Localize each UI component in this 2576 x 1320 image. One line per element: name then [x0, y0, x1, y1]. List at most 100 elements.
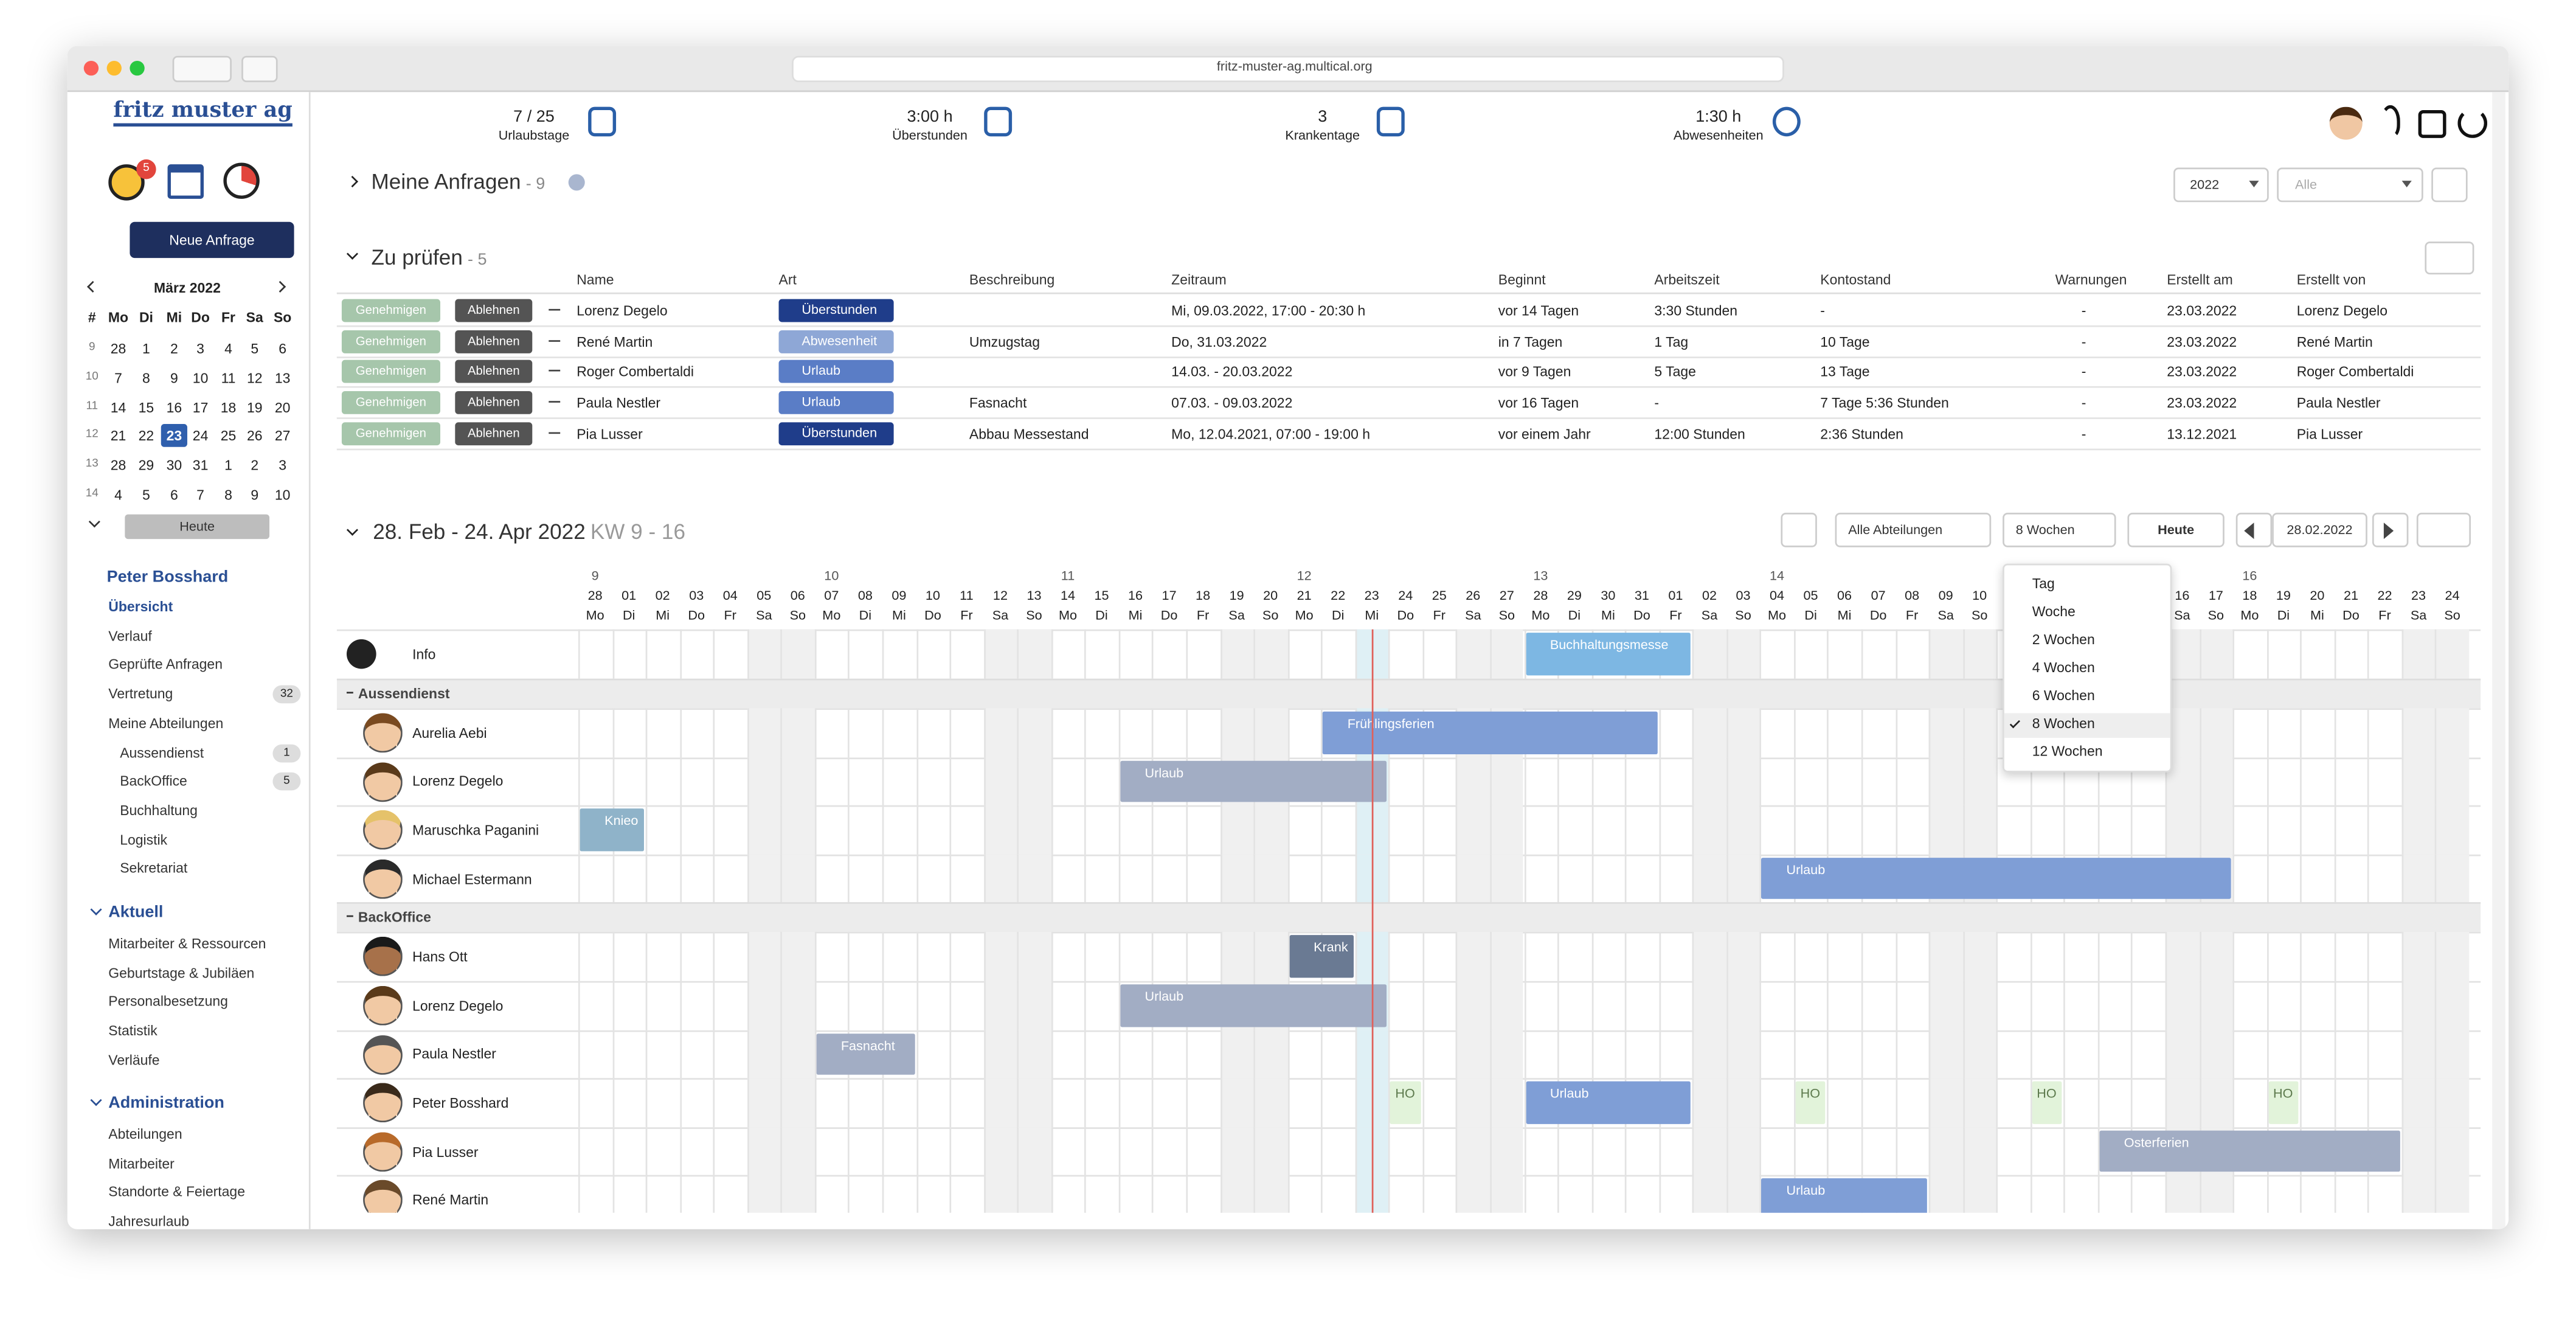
row-label[interactable]: Lorenz Degelo: [412, 773, 504, 790]
nav-item[interactable]: Mitarbeiter & Ressourcen: [108, 935, 266, 952]
sidebar-toggle[interactable]: [241, 55, 278, 83]
group-label[interactable]: BackOffice: [358, 909, 431, 926]
event[interactable]: Urlaub: [1762, 857, 2231, 900]
new-request-button[interactable]: Neue Anfrage: [130, 221, 294, 259]
nav-item[interactable]: Standorte & Feiertage: [108, 1184, 245, 1201]
settings-button[interactable]: [2425, 241, 2474, 275]
event[interactable]: Osterferien: [2099, 1130, 2400, 1173]
event[interactable]: Urlaub: [1762, 1179, 1928, 1213]
zoom-dot[interactable]: [130, 60, 145, 76]
range-select[interactable]: 8 Wochen: [2003, 512, 2116, 547]
reject-button[interactable]: Ablehnen: [455, 360, 533, 384]
back-button[interactable]: [172, 55, 232, 83]
calendar-day[interactable]: 27: [274, 428, 291, 445]
nav-item[interactable]: Aussendienst: [120, 743, 204, 760]
nav-item[interactable]: Logistik: [120, 830, 168, 847]
today-button[interactable]: Heute: [125, 514, 270, 540]
calendar-day[interactable]: 7: [114, 369, 122, 386]
calendar-day[interactable]: 3: [279, 457, 287, 474]
calendar-day[interactable]: 18: [220, 398, 237, 415]
section-title[interactable]: Administration: [108, 1094, 224, 1113]
nav-item[interactable]: Vertretung: [108, 685, 173, 702]
approve-button[interactable]: Genehmigen: [341, 422, 441, 445]
dropdown-option[interactable]: 8 Wochen: [2032, 715, 2095, 732]
calendar-day[interactable]: 5: [142, 486, 150, 503]
approve-button[interactable]: Genehmigen: [341, 391, 441, 415]
row-label[interactable]: Lorenz Degelo: [412, 997, 504, 1014]
event[interactable]: Krank: [1289, 936, 1354, 978]
calendar-day[interactable]: 22: [138, 428, 154, 445]
event[interactable]: Frühlingsferien: [1323, 711, 1658, 754]
calendar-day[interactable]: 20: [274, 398, 291, 415]
collapse-dash[interactable]: [347, 692, 353, 694]
nav-item[interactable]: Abteilungen: [108, 1125, 182, 1142]
calendar-day[interactable]: 29: [138, 457, 154, 474]
group-label[interactable]: Aussendienst: [358, 685, 450, 702]
reject-button[interactable]: Ablehnen: [455, 422, 533, 445]
section-title[interactable]: Aktuell: [108, 903, 164, 922]
nav-item[interactable]: BackOffice: [120, 773, 187, 790]
event[interactable]: Urlaub: [1120, 984, 1387, 1027]
nav-item[interactable]: Personalbesetzung: [108, 993, 228, 1010]
settings-button[interactable]: [2416, 512, 2471, 547]
nav-item[interactable]: Jahresurlaub: [108, 1212, 190, 1229]
event[interactable]: Knieo: [580, 808, 645, 851]
row-label[interactable]: Michael Estermann: [412, 870, 532, 887]
event[interactable]: Urlaub: [1525, 1082, 1691, 1124]
dropdown-option[interactable]: 6 Wochen: [2032, 687, 2095, 704]
approve-button[interactable]: Genehmigen: [341, 330, 441, 353]
calendar-day[interactable]: 17: [192, 398, 209, 415]
event[interactable]: Buchhaltungsmesse: [1525, 633, 1691, 676]
nav-item[interactable]: Statistik: [108, 1022, 158, 1039]
approve-button[interactable]: Genehmigen: [341, 360, 441, 384]
today-button[interactable]: Heute: [2127, 512, 2225, 547]
reject-button[interactable]: Ablehnen: [455, 330, 533, 353]
event[interactable]: Fasnacht: [816, 1033, 915, 1075]
dropdown-option[interactable]: 4 Wochen: [2032, 659, 2095, 676]
calendar-day[interactable]: 4: [114, 486, 122, 503]
calendar-day[interactable]: 19: [246, 398, 263, 415]
calendar-day[interactable]: 10: [192, 369, 209, 386]
calendar-day[interactable]: 1: [224, 457, 232, 474]
nav-item[interactable]: Buchhaltung: [120, 802, 198, 819]
calendar-day[interactable]: 25: [220, 428, 237, 445]
nav-item[interactable]: Übersicht: [108, 598, 173, 615]
event[interactable]: HO: [2268, 1082, 2299, 1124]
reject-button[interactable]: Ablehnen: [455, 299, 533, 322]
logout-icon[interactable]: [2457, 108, 2488, 138]
calendar-day[interactable]: 12: [246, 369, 263, 386]
row-label[interactable]: René Martin: [412, 1192, 489, 1209]
nav-item[interactable]: Geprüfte Anfragen: [108, 656, 223, 673]
department-select[interactable]: Alle Abteilungen: [1835, 512, 1992, 547]
export-icon[interactable]: [2418, 110, 2446, 138]
calendar-day[interactable]: 24: [192, 428, 209, 445]
calendar-day[interactable]: 7: [196, 486, 204, 503]
help-icon[interactable]: [568, 174, 585, 191]
calendar-day[interactable]: 30: [166, 457, 182, 474]
calendar-day[interactable]: 28: [110, 340, 126, 357]
calendar-day[interactable]: 9: [170, 369, 178, 386]
event[interactable]: HO: [1795, 1082, 1826, 1124]
row-label[interactable]: Peter Bosshard: [412, 1094, 509, 1111]
calendar-day[interactable]: 26: [246, 428, 263, 445]
dropdown-option[interactable]: Woche: [2032, 603, 2076, 620]
row-label[interactable]: Maruschka Paganini: [412, 821, 539, 838]
event[interactable]: HO: [1390, 1082, 1421, 1124]
dropdown-option[interactable]: 12 Wochen: [2032, 743, 2103, 760]
row-label[interactable]: Pia Lusser: [412, 1143, 479, 1160]
calendar-day[interactable]: 8: [224, 486, 232, 503]
calendar-day[interactable]: 6: [279, 340, 287, 357]
nav-item[interactable]: Sekretariat: [120, 860, 188, 877]
calendar-day[interactable]: 13: [274, 369, 291, 386]
help-icon[interactable]: [2380, 105, 2400, 138]
calendar-day[interactable]: 5: [251, 340, 259, 357]
row-label[interactable]: Aurelia Aebi: [412, 724, 487, 741]
dropdown-option[interactable]: Tag: [2032, 575, 2055, 592]
calendar-day[interactable]: 31: [192, 457, 209, 474]
url-bar[interactable]: [792, 55, 1784, 83]
calendar-day[interactable]: 14: [110, 398, 126, 415]
calendar-day[interactable]: 4: [224, 340, 232, 357]
reject-button[interactable]: Ablehnen: [455, 391, 533, 415]
minimize-dot[interactable]: [106, 60, 122, 76]
avatar[interactable]: [2329, 106, 2363, 140]
